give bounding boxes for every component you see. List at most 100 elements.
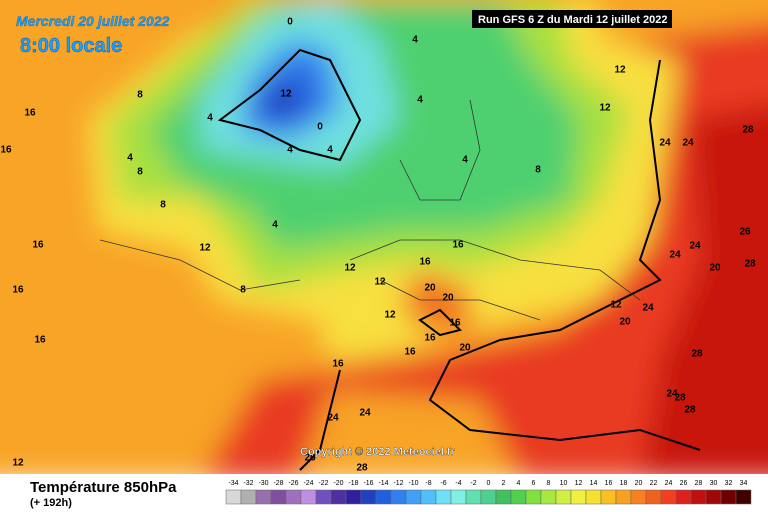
legend-tick-label: -14 bbox=[378, 480, 388, 487]
contour-label: 12 bbox=[384, 310, 396, 321]
contour-label: 16 bbox=[419, 257, 431, 268]
legend-tick-label: -28 bbox=[273, 480, 283, 487]
legend-tick-label: 24 bbox=[665, 480, 673, 487]
legend-tick-label: -12 bbox=[393, 480, 403, 487]
contour-label: 28 bbox=[744, 259, 756, 270]
legend-tick-label: 10 bbox=[560, 480, 568, 487]
legend-swatch bbox=[330, 489, 347, 505]
legend-swatch bbox=[465, 489, 482, 505]
contour-label: 26 bbox=[739, 227, 751, 238]
legend-tick-label: -6 bbox=[440, 480, 446, 487]
legend-swatch bbox=[480, 489, 497, 505]
contour-label: 28 bbox=[356, 463, 368, 474]
contour-label: 12 bbox=[12, 458, 24, 469]
contour-label: 20 bbox=[424, 283, 436, 294]
contour-label: 4 bbox=[412, 35, 418, 46]
contour-label: 28 bbox=[691, 349, 703, 360]
contour-label: 24 bbox=[682, 138, 694, 149]
contour-label: 16 bbox=[34, 335, 46, 346]
contour-label: 16 bbox=[0, 145, 12, 156]
contour-label: 8 bbox=[240, 285, 246, 296]
contour-label: 12 bbox=[614, 65, 626, 76]
coastlines bbox=[217, 48, 701, 471]
legend-tick-label: 8 bbox=[547, 480, 551, 487]
contour-label: 12 bbox=[610, 300, 622, 311]
legend-tick-label: -10 bbox=[408, 480, 418, 487]
legend-swatch bbox=[705, 489, 722, 505]
contour-label: 4 bbox=[207, 113, 213, 124]
contour-label: 8 bbox=[137, 167, 143, 178]
legend-tick-label: -16 bbox=[363, 480, 373, 487]
contour-label: 24 bbox=[359, 408, 371, 419]
contour-label: 20 bbox=[619, 317, 631, 328]
legend-tick-label: -32 bbox=[243, 480, 253, 487]
legend-swatch bbox=[420, 489, 437, 505]
colorbar: -34 -32 -30 -28 -26 -24 -22 -20 -18 -16 -14 -12 -10-… bbox=[225, 480, 752, 505]
legend-tick-label: -4 bbox=[455, 480, 461, 487]
legend-swatch bbox=[345, 489, 362, 505]
legend-tick-label: -34 bbox=[228, 480, 238, 487]
legend-tick-label: -2 bbox=[470, 480, 476, 487]
legend-swatch bbox=[435, 489, 452, 505]
legend-swatch bbox=[315, 489, 332, 505]
legend-swatch bbox=[270, 489, 287, 505]
legend-tick-label: 18 bbox=[620, 480, 628, 487]
contour-label: 20 bbox=[442, 293, 454, 304]
contour-label: 16 bbox=[424, 333, 436, 344]
borders bbox=[99, 99, 641, 321]
legend-tick-label: -18 bbox=[348, 480, 358, 487]
contour-label: 16 bbox=[404, 347, 416, 358]
contour-label: 4 bbox=[127, 153, 133, 164]
legend-swatch bbox=[225, 489, 242, 505]
contour-label: 16 bbox=[332, 359, 344, 370]
legend-swatch bbox=[675, 489, 692, 505]
legend-tick-label: -26 bbox=[288, 480, 298, 487]
contour-label: 16 bbox=[24, 108, 36, 119]
legend-swatch bbox=[690, 489, 707, 505]
contour-label: 20 bbox=[709, 263, 721, 274]
forecast-time: 8:00 locale bbox=[20, 35, 122, 57]
forecast-date: Mercredi 20 juillet 2022 bbox=[16, 13, 170, 29]
legend-swatch bbox=[450, 489, 467, 505]
contour-label: 4 bbox=[327, 145, 333, 156]
contour-label: 12 bbox=[280, 89, 292, 100]
contour-label: 24 bbox=[669, 250, 681, 261]
run-box bbox=[472, 10, 672, 28]
contour-label: 0 bbox=[287, 17, 293, 28]
legend-swatch bbox=[495, 489, 512, 505]
contour-label: 16 bbox=[449, 318, 461, 329]
legend-swatch bbox=[600, 489, 617, 505]
legend-tick-label: -20 bbox=[333, 480, 343, 487]
legend-swatch bbox=[375, 489, 392, 505]
contour-label: 4 bbox=[417, 95, 423, 106]
legend-title: Température 850hPa bbox=[30, 479, 177, 496]
legend-swatch bbox=[660, 489, 677, 505]
legend-swatch bbox=[720, 489, 737, 505]
contour-label: 12 bbox=[199, 243, 211, 254]
legend-swatch bbox=[510, 489, 527, 505]
legend-swatch bbox=[630, 489, 647, 505]
legend-swatch bbox=[525, 489, 542, 505]
legend-tick-label: 6 bbox=[532, 480, 536, 487]
legend-swatch bbox=[285, 489, 302, 505]
contour-label: 8 bbox=[535, 165, 541, 176]
legend-subtitle: (+ 192h) bbox=[30, 497, 72, 509]
contour-label: 8 bbox=[137, 90, 143, 101]
legend-swatch bbox=[645, 489, 662, 505]
legend-tick-label: 26 bbox=[680, 480, 688, 487]
legend-tick-label: 14 bbox=[590, 480, 598, 487]
legend-tick-label: 30 bbox=[710, 480, 718, 487]
contour-label: 16 bbox=[452, 240, 464, 251]
contour-label: 24 bbox=[659, 138, 671, 149]
legend-swatch bbox=[255, 489, 272, 505]
legend-tick-label: 32 bbox=[725, 480, 733, 487]
contour-label: 24 bbox=[666, 389, 678, 400]
legend-tick-label: -8 bbox=[425, 480, 431, 487]
legend-tick-label: -30 bbox=[258, 480, 268, 487]
legend-swatch bbox=[735, 489, 752, 505]
legend-tick-label: 12 bbox=[575, 480, 583, 487]
contour-label: 12 bbox=[374, 277, 386, 288]
contour-label: 28 bbox=[674, 393, 686, 404]
legend-tick-label: 0 bbox=[487, 480, 491, 487]
